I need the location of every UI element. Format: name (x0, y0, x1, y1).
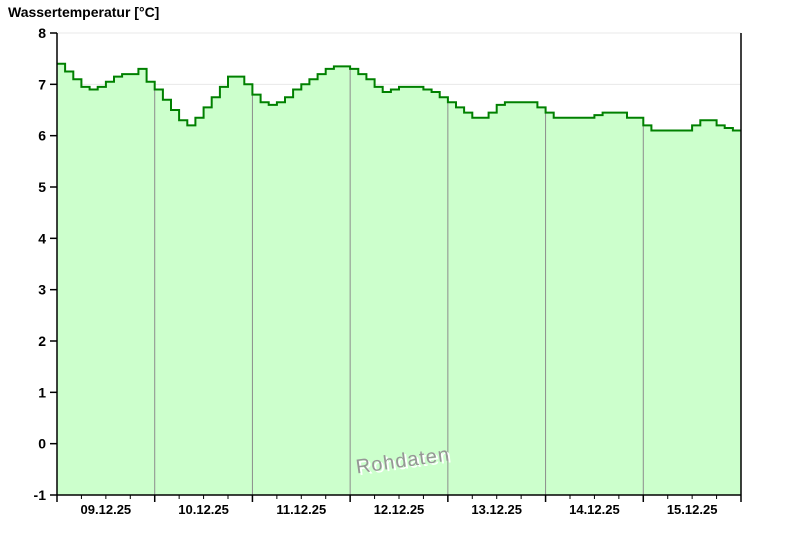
y-tick-label: 3 (38, 282, 46, 298)
x-tick-label: 10.12.25 (178, 502, 229, 517)
y-tick-label: 4 (38, 230, 46, 246)
y-tick-label: 1 (38, 384, 46, 400)
x-axis-labels: 09.12.25 10.12.25 11.12.25 12.12.25 13.12.25… (81, 502, 718, 517)
y-tick-label: 6 (38, 128, 46, 144)
x-tick-label: 15.12.25 (667, 502, 718, 517)
x-tick-label: 09.12.25 (81, 502, 132, 517)
y-tick-label: -1 (34, 487, 47, 503)
chart-title: Wassertemperatur [°C] (8, 4, 160, 20)
x-axis-ticks (56, 495, 742, 502)
y-tick-label: 8 (38, 25, 46, 41)
y-tick-label: 2 (38, 333, 46, 349)
y-axis-labels: 8 7 6 5 4 3 2 1 0 -1 (34, 25, 47, 503)
y-axis-ticks (50, 32, 57, 496)
x-tick-label: 11.12.25 (276, 502, 326, 517)
temperature-area (57, 63, 741, 496)
x-tick-label: 14.12.25 (569, 502, 620, 517)
x-tick-label: 13.12.25 (471, 502, 522, 517)
x-tick-label: 12.12.25 (374, 502, 425, 517)
day-boundary-gridlines (154, 63, 644, 495)
temperature-step-line (57, 62, 741, 132)
y-tick-label: 7 (38, 76, 46, 92)
y-tick-label: 0 (38, 436, 46, 452)
y-tick-label: 5 (38, 179, 46, 195)
